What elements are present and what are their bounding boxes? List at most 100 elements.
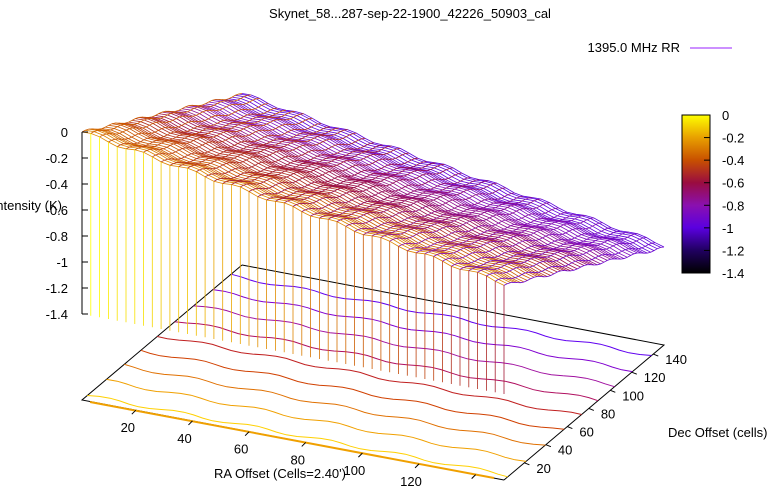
x-tick-mark [358,452,363,458]
colorbar-tick-label: -0.2 [722,131,744,146]
base-edge-back [241,264,666,481]
x-tick-mark [301,442,307,447]
mesh-col [231,145,392,185]
colorbar-tick-label: -1 [722,221,734,236]
mesh-col [169,126,330,166]
colorbar-tick-label: -1.2 [722,243,744,258]
mesh-col [310,177,471,217]
mesh-col [117,107,278,147]
x-tick-label: 100 [344,463,366,478]
colorbar-tick-label: -0.8 [722,198,744,213]
mesh-col [442,222,603,262]
mesh-col [152,117,313,158]
mesh-col [275,162,436,202]
mesh-col [125,109,287,150]
mesh-col [248,152,410,192]
contour-line [89,401,495,479]
colorbar-ticks: 0 -0.2 -0.4 -0.6 -0.8 -1 -1.2 -1.4 [704,108,744,281]
contour-line [230,273,652,356]
mesh-col [345,187,506,227]
colorbar-tick-label: -0.6 [722,176,744,191]
mesh-col [187,129,348,169]
mesh-col [257,157,418,198]
mesh-col [486,237,647,277]
z-tick-label: -0.6 [46,203,68,218]
mesh-col [196,132,357,172]
mesh-col [240,148,401,188]
mesh-col [495,242,656,282]
x-tick-label: 20 [121,420,135,435]
y-tick-mark [545,444,552,448]
mesh-col [81,93,243,133]
y-tick-label: 20 [536,461,550,476]
contour-line [124,363,546,446]
mesh-row [171,111,595,266]
y-tick-label: 100 [622,388,644,403]
y-tick-mark [524,462,530,466]
mesh-col [143,113,304,153]
x-tick-label: 140 [457,485,479,486]
x-tick-mark [131,409,137,415]
mesh-row [111,123,535,278]
colorbar-gradient [681,114,711,274]
mesh-col [398,207,559,247]
x-tick-mark [471,474,477,479]
mesh-col [301,172,462,212]
z-tick-label: -1 [56,255,68,270]
mesh-col [433,217,594,257]
mesh-col [108,103,269,143]
y-tick-label: 80 [601,406,615,421]
z-axis: 0 -0.2 -0.4 -0.6 -0.8 -1 -1.2 -1.4 [46,125,88,322]
mesh-row [161,111,585,266]
x-tick-mark [188,420,193,426]
z-tick-label: 0 [61,125,68,140]
x-tick-label: 80 [291,452,305,467]
mesh-col [389,202,550,242]
mesh-col [319,179,480,219]
x-tick-label: 40 [177,431,191,446]
mesh-row [155,115,578,270]
colorbar-tick-label: -0.4 [722,153,744,168]
mesh-col [266,161,427,201]
mesh-col [459,230,621,270]
mesh-col [222,144,383,184]
y-tick-label: 120 [644,370,666,385]
y-tick-mark [610,389,616,393]
mesh-col [380,198,541,238]
z-tick-label: -0.4 [46,177,68,192]
contour-line [87,395,508,478]
colorbar: 0 -0.2 -0.4 -0.6 -0.8 -1 -1.2 -1.4 [681,108,744,281]
z-axis-label: Intensity (K) [0,198,62,213]
chart-title: Skynet_58...287-sep-22-1900_42226_50903_… [269,6,551,21]
y-tick-label: 40 [558,443,572,458]
y-tick-mark [567,426,573,430]
mesh-col [363,195,524,236]
colorbar-tick-label: -1.4 [722,266,744,281]
mesh-col [134,111,295,151]
y-tick-mark [588,407,595,411]
mesh-col [468,231,629,271]
mesh-col [424,215,585,255]
y-tick-label: 140 [665,352,687,367]
contour-line [193,305,615,388]
mesh-col [354,192,515,232]
contour-line [174,321,599,402]
contour-line [212,289,633,373]
x-tick-label: 120 [400,474,422,486]
contour-line [106,378,527,462]
mesh-col [292,167,454,207]
x-axis-label: RA Offset (Cells=2.40') [214,466,346,481]
x-tick-label: 60 [234,442,248,457]
mesh-col [415,213,577,254]
contour-line [157,336,582,415]
mesh-col [213,142,374,182]
mesh-col [90,94,251,134]
y-axis-label: Dec Offset (cells) [668,425,767,440]
z-tick-label: -1.4 [46,307,68,322]
mesh-col [204,138,366,178]
mesh-col [451,227,612,267]
mesh-col [371,197,533,237]
colorbar-tick-label: 0 [722,108,729,123]
